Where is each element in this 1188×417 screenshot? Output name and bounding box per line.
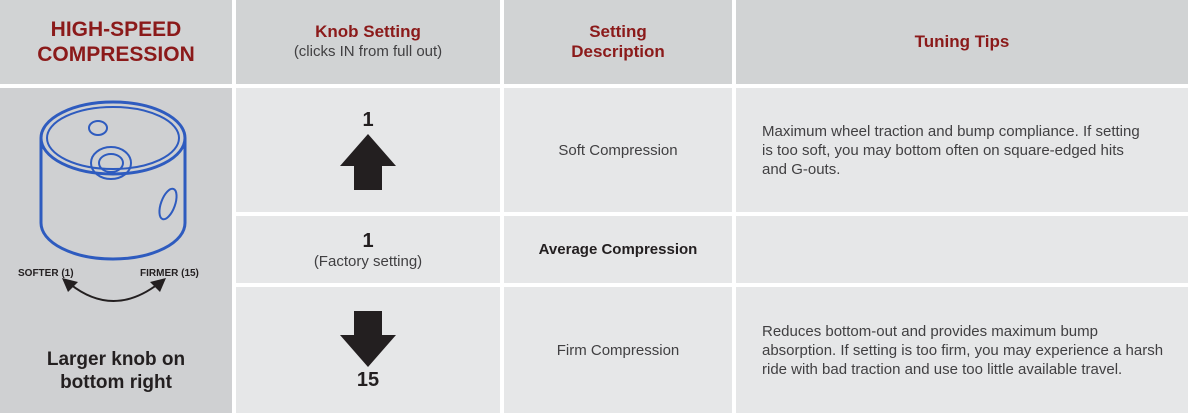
tips-cell: Reduces bottom-out and provides maximum …: [736, 287, 1188, 413]
knob-value: 15: [356, 368, 380, 391]
description: Firm Compression: [556, 341, 680, 359]
description-cell: Firm Compression: [504, 287, 732, 413]
header-text: Tuning Tips: [914, 32, 1010, 51]
header-description: Setting Description: [504, 0, 732, 84]
knob-cell: 15: [236, 287, 500, 413]
title-text: HIGH-SPEED COMPRESSION: [37, 18, 195, 66]
tips-cell: Maximum wheel traction and bump complian…: [736, 88, 1188, 212]
header-note: (clicks IN from full out): [293, 43, 443, 60]
header-text: Setting Description: [571, 22, 665, 61]
header-title: HIGH-SPEED COMPRESSION: [0, 0, 232, 84]
knob-note: (Factory setting): [313, 252, 423, 270]
knob-cell: 1: [236, 88, 500, 212]
description: Average Compression: [538, 241, 698, 258]
softer-label: SOFTER (1): [18, 268, 74, 279]
caption: Larger knob on bottom right: [46, 349, 186, 393]
description-cell: Soft Compression: [504, 88, 732, 212]
arrow-up: [340, 133, 396, 190]
header-knob: Knob Setting (clicks IN from full out): [236, 0, 500, 84]
knob-value: 1: [362, 229, 374, 252]
knob-cell: 1 (Factory setting): [236, 216, 500, 283]
header-text: Knob Setting: [315, 22, 421, 41]
tips: Maximum wheel traction and bump complian…: [762, 122, 1140, 178]
knob-illustration: SOFTER (1) FIRMER (15): [18, 100, 199, 302]
header-tips: Tuning Tips: [736, 0, 1188, 84]
tips-cell: [736, 216, 1188, 283]
description-cell: Average Compression: [504, 216, 732, 283]
illustration-cell: SOFTER (1) FIRMER (15) Larger knob on bo…: [0, 88, 232, 413]
knob-value: 1: [362, 108, 374, 131]
tips: Reduces bottom-out and provides maximum …: [762, 322, 1164, 378]
firmer-label: FIRMER (15): [140, 268, 199, 279]
arrow-down: [340, 310, 396, 367]
description: Soft Compression: [558, 141, 678, 159]
